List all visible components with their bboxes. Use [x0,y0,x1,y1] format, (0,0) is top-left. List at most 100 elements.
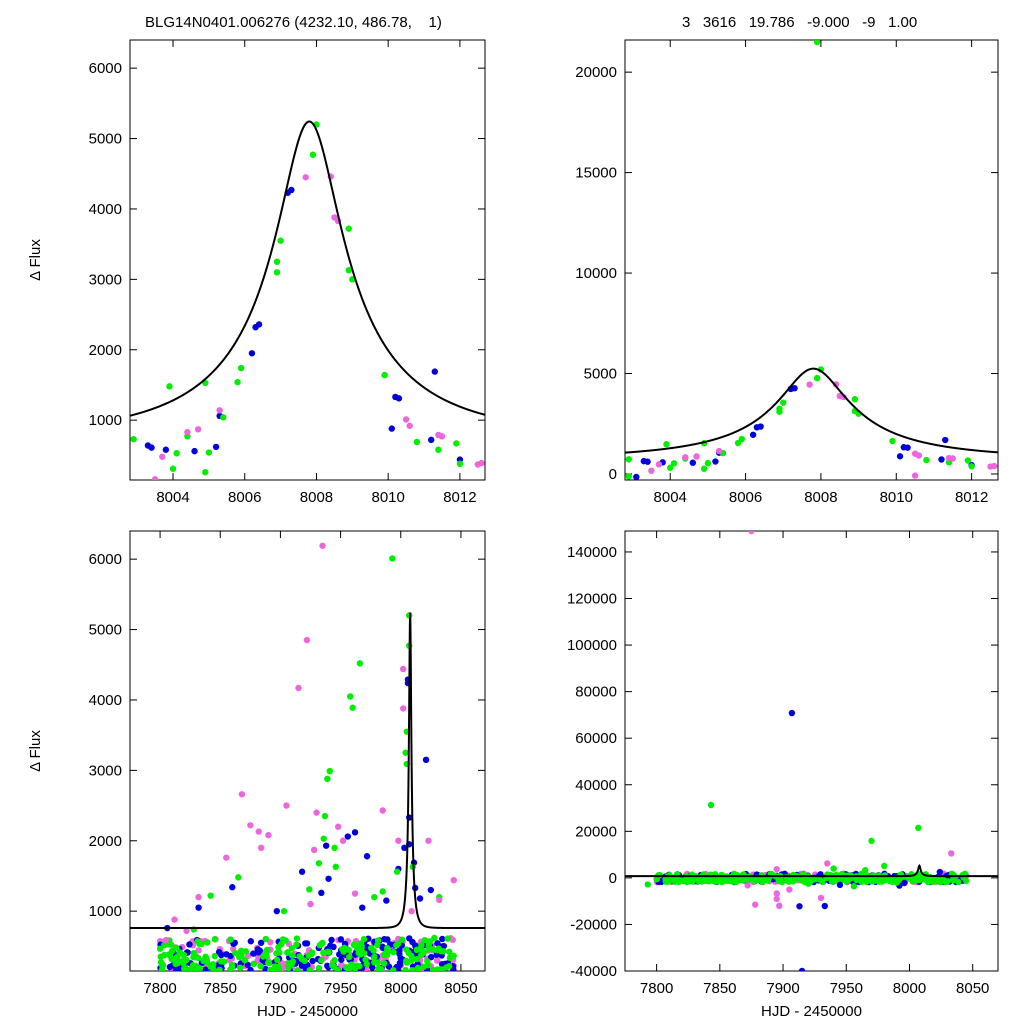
data-point-green [331,957,338,964]
data-point-pink [257,844,265,851]
data-point-green [324,775,331,783]
plot-frame [624,39,999,481]
y-tick-label: 40000 [575,777,617,794]
data-point-green [356,660,364,667]
data-point-green [968,463,975,470]
data-point-green [205,449,213,456]
data-point-green [232,949,239,957]
data-point-blue [212,443,220,451]
data-point-blue [202,966,209,971]
data-point-blue [338,956,345,963]
data-point-green [267,966,274,971]
data-point-blue [836,881,844,889]
data-point-green [398,936,406,943]
data-point-green [683,878,691,886]
data-point-pink [194,426,202,433]
data-point-green [280,907,288,915]
data-point-blue [162,446,170,453]
data-point-green [835,873,842,881]
data-point-blue [431,368,438,375]
data-point-green [355,949,362,957]
data-point-green [819,878,826,886]
data-point-blue [712,458,719,465]
x-tick-label: 8008 [300,489,333,506]
data-point-blue [273,907,281,915]
y-tick-label: 1000 [89,903,122,920]
data-point-green [241,957,249,964]
data-point-blue [250,950,257,957]
data-point-pink [406,422,413,429]
y-axis-label: Δ Flux [27,239,44,281]
data-point-green [262,935,269,943]
y-tick-label: 5000 [584,366,617,383]
data-point-green [306,886,313,893]
model-curve [625,367,998,454]
data-point-pink [295,684,302,692]
data-point-green [729,878,736,885]
data-point-green [236,953,243,961]
model-curve [130,120,485,417]
x-axis-label: HJD - 2450000 [257,1003,358,1020]
data-point-pink [283,802,290,809]
data-point-blue [247,938,254,945]
data-point-green [190,953,197,961]
data-point-green [190,963,197,971]
data-point-green [176,958,184,965]
data-point-green [234,378,241,386]
data-point-green [758,873,766,881]
data-point-pink [817,894,825,902]
y-tick-label: 2000 [89,342,122,359]
data-point-blue [363,853,371,860]
data-point-green [130,435,137,443]
x-tick-label: 8010 [880,489,913,506]
model-curve [130,612,485,930]
y-tick-label: 6000 [89,60,122,77]
y-tick-label: 3000 [89,271,122,288]
data-point-blue [433,951,440,958]
data-point-pink [303,636,311,644]
data-point-green [237,364,245,372]
data-point-green [813,374,821,382]
data-point-green [923,456,930,464]
data-point-pink [319,542,326,549]
header-left-label: BLG14N0401.006276 (4232.10, 486.78, 1) [145,14,442,31]
data-point-green [738,435,745,443]
data-point-green [318,957,325,964]
data-point-pink [223,854,230,861]
data-point-pink [693,453,700,460]
data-point-blue [942,436,949,444]
data-point-blue [309,957,316,965]
data-point-blue [427,953,435,961]
data-point-blue [381,935,388,943]
data-point-green [169,465,177,472]
data-point-green [751,876,759,884]
data-point-blue [379,943,386,950]
data-point-green [242,948,250,955]
x-tick-label: 7950 [830,980,863,997]
data-point-green [700,465,708,472]
data-point-green [435,446,442,453]
data-point-green [345,946,353,954]
data-point-green [625,473,632,480]
data-point-green [955,878,962,886]
data-point-green [381,960,388,967]
data-point-pink [162,936,170,944]
data-point-green [413,955,421,963]
data-point-blue [328,936,335,944]
data-point-green [390,967,397,971]
data-point-green [664,878,671,885]
data-point-green [204,939,211,946]
data-point-green [237,964,244,971]
data-point-green [157,953,164,960]
data-point-blue [227,952,234,960]
data-point-green [348,961,355,968]
data-point-pink [238,791,246,798]
data-point-blue [396,947,403,954]
data-point-green [390,948,397,956]
data-point-green [288,945,295,952]
data-point-green [211,952,218,960]
data-point-blue [395,395,403,402]
y-tick-label: 20000 [575,823,617,840]
data-point-blue [938,456,945,463]
data-point-green [430,966,437,971]
